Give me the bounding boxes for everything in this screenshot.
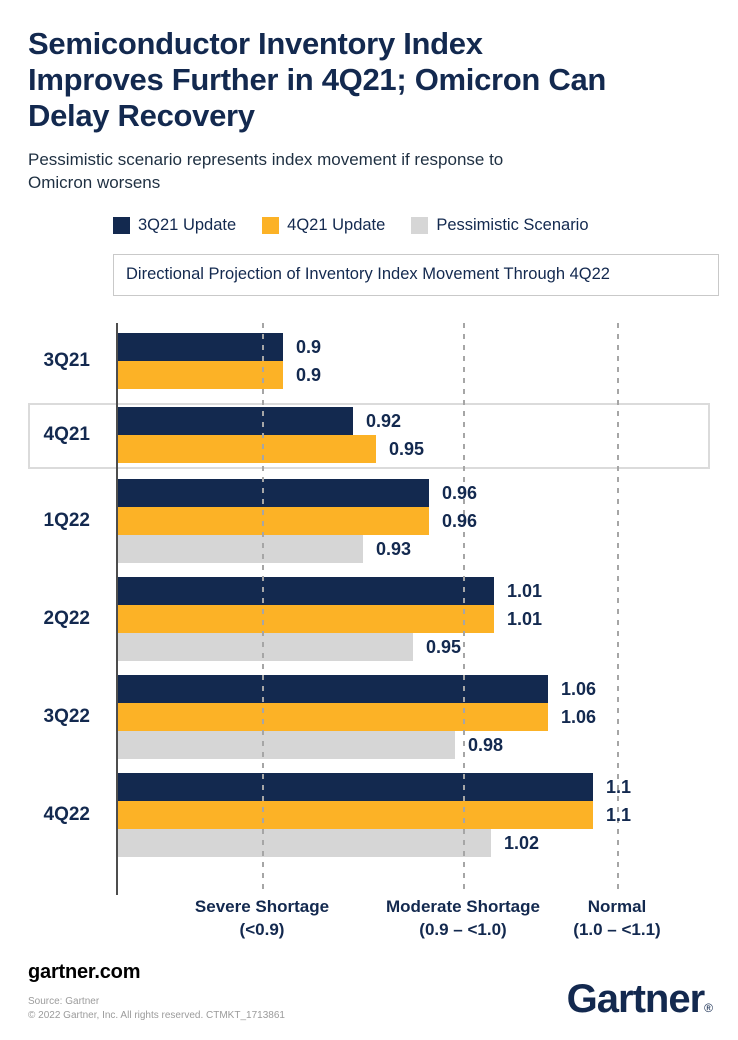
highlight-box-4q21 xyxy=(28,403,710,469)
bar-4q22-series-1 xyxy=(116,801,593,829)
x-axis-zone-2: Normal (1.0 – <1.1) xyxy=(573,897,661,939)
gridline-2 xyxy=(617,323,619,895)
bar-1q22-series-2 xyxy=(116,535,363,563)
bar-3q22-series-0 xyxy=(116,675,548,703)
bar-1q22-series-0 xyxy=(116,479,429,507)
category-label-3q21: 3Q21 xyxy=(43,350,90,371)
category-label-2q22: 2Q22 xyxy=(43,608,90,629)
bar-4q22-series-2 xyxy=(116,829,491,857)
bar-value-label: 0.9 xyxy=(296,365,322,385)
gridline-0 xyxy=(262,323,264,895)
bar-4q21-series-1 xyxy=(116,435,376,463)
bar-chart: 3Q21 0.9 0.9 4Q21 0.92 0.95 1Q22 0.96 0.96 0.93 2Q… xyxy=(0,323,738,895)
footer-left: gartner.com Source: Gartner © 2022 Gartn… xyxy=(28,961,285,1023)
bar-value-label: 1.1 xyxy=(606,805,632,825)
bar-value-label: 0.9 xyxy=(296,337,322,357)
bar-value-label: 0.92 xyxy=(366,411,402,431)
bar-value-label: 1.06 xyxy=(561,707,597,727)
bar-value-label: 0.98 xyxy=(468,735,504,755)
legend-swatch-navy xyxy=(113,217,130,234)
bar-2q22-series-2 xyxy=(116,633,413,661)
bar-3q22-series-1 xyxy=(116,703,548,731)
registered-mark-icon: ® xyxy=(704,1001,713,1015)
bar-4q22-series-0 xyxy=(116,773,593,801)
bar-3q22-series-2 xyxy=(116,731,455,759)
bar-1q22-series-1 xyxy=(116,507,429,535)
legend-swatch-orange xyxy=(262,217,280,234)
gartner-logo: Gartner® xyxy=(566,977,713,1021)
bar-value-label: 0.95 xyxy=(426,637,462,657)
bar-value-label: 0.96 xyxy=(442,511,478,531)
category-label-3q22: 3Q22 xyxy=(43,706,90,727)
source-note: Source: Gartner © 2022 Gartner, Inc. All… xyxy=(28,995,285,1023)
legend-label: 3Q21 Update xyxy=(138,216,237,234)
bar-2q22-series-1 xyxy=(116,605,494,633)
gartner-url[interactable]: gartner.com xyxy=(28,961,141,983)
x-axis-zone-1: Moderate Shortage (0.9 – <1.0) xyxy=(386,897,540,939)
bar-value-label: 0.96 xyxy=(442,483,478,503)
y-axis-line xyxy=(116,323,118,895)
bar-value-label: 0.93 xyxy=(376,539,412,559)
legend-item-pessimistic-scenario: Pessimistic Scenario xyxy=(411,216,589,235)
legend: 3Q21 Update 4Q21 Update Pessimistic Scen… xyxy=(113,216,738,235)
gridline-1 xyxy=(463,323,465,895)
category-label-4q22: 4Q22 xyxy=(43,804,90,825)
x-axis-labels: Severe Shortage (<0.9) Moderate Shortage (0… xyxy=(0,895,738,947)
source-line: Source: Gartner xyxy=(28,996,100,1007)
bar-value-label: 1.01 xyxy=(507,581,543,601)
legend-swatch-gray xyxy=(411,217,429,234)
bar-4q21-series-0 xyxy=(116,407,353,435)
page: Semiconductor Inventory Index Improves F… xyxy=(0,26,738,1040)
legend-item-3q21-update: 3Q21 Update xyxy=(113,216,236,235)
bar-3q21-series-1 xyxy=(116,361,283,389)
bar-value-label: 1.02 xyxy=(504,833,540,853)
page-title: Semiconductor Inventory Index Improves F… xyxy=(28,26,607,133)
chart-caption-box: Directional Projection of Inventory Inde… xyxy=(113,254,719,296)
bar-value-label: 1.1 xyxy=(606,777,632,797)
bar-value-label: 1.06 xyxy=(561,679,597,699)
category-label-1q22: 1Q22 xyxy=(43,510,90,531)
legend-label: Pessimistic Scenario xyxy=(436,216,589,234)
page-subtitle: Pessimistic scenario represents index mo… xyxy=(28,150,504,192)
footer: gartner.com Source: Gartner © 2022 Gartn… xyxy=(28,961,713,1023)
bar-value-label: 0.95 xyxy=(389,439,425,459)
copyright-line: © 2022 Gartner, Inc. All rights reserved… xyxy=(28,1010,285,1021)
x-axis-zone-0: Severe Shortage (<0.9) xyxy=(194,897,330,939)
bar-value-label: 1.01 xyxy=(507,609,543,629)
bar-2q22-series-0 xyxy=(116,577,494,605)
bar-3q21-series-0 xyxy=(116,333,283,361)
legend-item-4q21-update: 4Q21 Update xyxy=(262,216,385,235)
category-label-4q21: 4Q21 xyxy=(43,424,90,445)
legend-label: 4Q21 Update xyxy=(287,216,386,234)
